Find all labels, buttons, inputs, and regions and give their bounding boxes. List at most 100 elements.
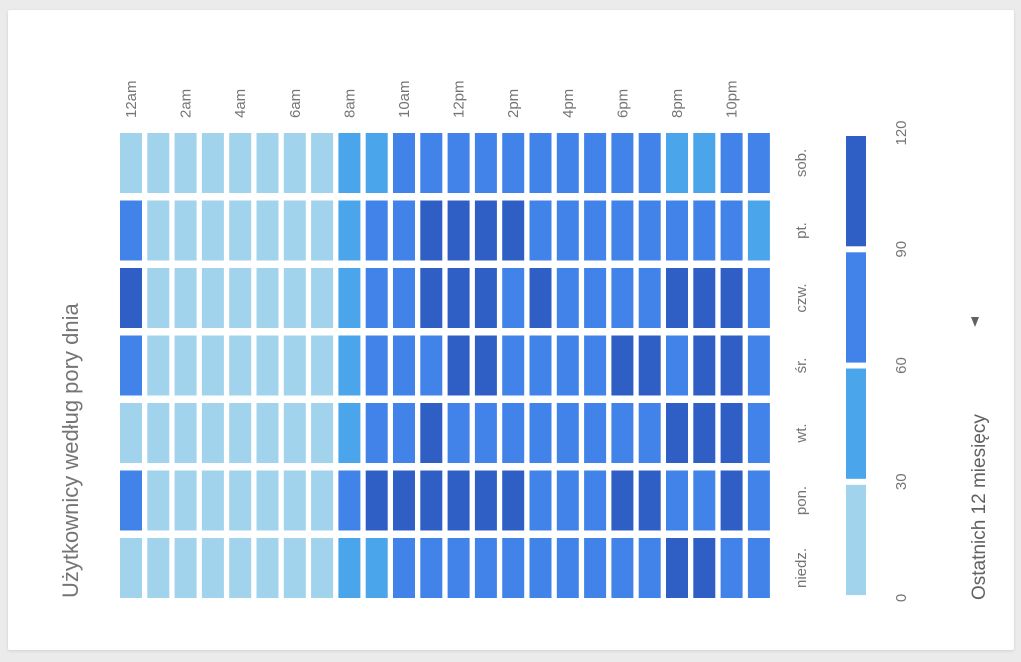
heatmap-cell[interactable] xyxy=(447,538,470,598)
heatmap-cell[interactable] xyxy=(256,538,279,598)
heatmap-cell[interactable] xyxy=(174,538,197,598)
heatmap-cell[interactable] xyxy=(666,470,688,531)
heatmap-cell[interactable] xyxy=(147,268,170,328)
heatmap-cell[interactable] xyxy=(447,403,470,463)
heatmap-cell[interactable] xyxy=(638,538,661,598)
heatmap-cell[interactable] xyxy=(420,133,443,193)
heatmap-cell[interactable] xyxy=(338,133,361,193)
heatmap-cell[interactable] xyxy=(201,538,224,598)
heatmap-cell[interactable] xyxy=(283,268,306,328)
heatmap-cell[interactable] xyxy=(556,335,579,396)
heatmap-cell[interactable] xyxy=(174,335,197,396)
heatmap-cell[interactable] xyxy=(529,133,552,193)
heatmap-cell[interactable] xyxy=(120,538,142,598)
heatmap-cell[interactable] xyxy=(720,403,743,463)
heatmap-cell[interactable] xyxy=(584,470,607,531)
heatmap-cell[interactable] xyxy=(556,133,579,193)
heatmap-cell[interactable] xyxy=(229,538,252,598)
heatmap-cell[interactable] xyxy=(447,470,470,531)
heatmap-cell[interactable] xyxy=(502,470,525,531)
heatmap-cell[interactable] xyxy=(283,133,306,193)
heatmap-cell[interactable] xyxy=(474,133,497,193)
heatmap-cell[interactable] xyxy=(556,200,579,261)
heatmap-cell[interactable] xyxy=(529,403,552,463)
heatmap-cell[interactable] xyxy=(311,200,334,261)
heatmap-cell[interactable] xyxy=(638,470,661,531)
heatmap-cell[interactable] xyxy=(174,470,197,531)
heatmap-cell[interactable] xyxy=(693,470,716,531)
heatmap-cell[interactable] xyxy=(393,538,415,598)
heatmap-cell[interactable] xyxy=(611,403,634,463)
heatmap-cell[interactable] xyxy=(365,403,388,463)
heatmap-cell[interactable] xyxy=(693,268,716,328)
heatmap-cell[interactable] xyxy=(666,268,688,328)
heatmap-cell[interactable] xyxy=(502,133,525,193)
heatmap-cell[interactable] xyxy=(229,268,252,328)
heatmap-cell[interactable] xyxy=(365,335,388,396)
heatmap-cell[interactable] xyxy=(147,200,170,261)
heatmap-cell[interactable] xyxy=(529,200,552,261)
heatmap-cell[interactable] xyxy=(638,133,661,193)
heatmap-cell[interactable] xyxy=(529,268,552,328)
heatmap-cell[interactable] xyxy=(365,268,388,328)
heatmap-cell[interactable] xyxy=(611,538,634,598)
heatmap-cell[interactable] xyxy=(720,200,743,261)
heatmap-cell[interactable] xyxy=(120,470,142,531)
heatmap-cell[interactable] xyxy=(338,335,361,396)
heatmap-cell[interactable] xyxy=(584,403,607,463)
heatmap-cell[interactable] xyxy=(747,200,770,261)
heatmap-cell[interactable] xyxy=(638,268,661,328)
heatmap-cell[interactable] xyxy=(201,470,224,531)
heatmap-cell[interactable] xyxy=(283,200,306,261)
heatmap-cell[interactable] xyxy=(420,268,443,328)
heatmap-cell[interactable] xyxy=(174,268,197,328)
heatmap-cell[interactable] xyxy=(365,470,388,531)
heatmap-cell[interactable] xyxy=(393,133,415,193)
heatmap-cell[interactable] xyxy=(474,268,497,328)
heatmap-cell[interactable] xyxy=(174,200,197,261)
heatmap-cell[interactable] xyxy=(611,133,634,193)
heatmap-cell[interactable] xyxy=(584,268,607,328)
heatmap-cell[interactable] xyxy=(229,133,252,193)
heatmap-cell[interactable] xyxy=(338,200,361,261)
heatmap-cell[interactable] xyxy=(556,470,579,531)
heatmap-cell[interactable] xyxy=(229,470,252,531)
heatmap-cell[interactable] xyxy=(447,335,470,396)
heatmap-cell[interactable] xyxy=(693,200,716,261)
heatmap-cell[interactable] xyxy=(420,200,443,261)
heatmap-cell[interactable] xyxy=(365,133,388,193)
heatmap-cell[interactable] xyxy=(611,268,634,328)
heatmap-cell[interactable] xyxy=(283,335,306,396)
heatmap-cell[interactable] xyxy=(747,268,770,328)
heatmap-cell[interactable] xyxy=(611,470,634,531)
heatmap-cell[interactable] xyxy=(611,335,634,396)
heatmap-cell[interactable] xyxy=(584,133,607,193)
heatmap-cell[interactable] xyxy=(393,403,415,463)
heatmap-cell[interactable] xyxy=(747,470,770,531)
heatmap-cell[interactable] xyxy=(365,538,388,598)
heatmap-cell[interactable] xyxy=(420,538,443,598)
heatmap-cell[interactable] xyxy=(420,470,443,531)
heatmap-cell[interactable] xyxy=(338,268,361,328)
heatmap-cell[interactable] xyxy=(338,470,361,531)
heatmap-cell[interactable] xyxy=(584,538,607,598)
heatmap-cell[interactable] xyxy=(174,133,197,193)
heatmap-cell[interactable] xyxy=(638,403,661,463)
heatmap-cell[interactable] xyxy=(120,403,142,463)
heatmap-cell[interactable] xyxy=(120,268,142,328)
heatmap-cell[interactable] xyxy=(447,200,470,261)
heatmap-cell[interactable] xyxy=(474,200,497,261)
heatmap-cell[interactable] xyxy=(256,133,279,193)
heatmap-cell[interactable] xyxy=(447,268,470,328)
heatmap-cell[interactable] xyxy=(147,335,170,396)
heatmap-cell[interactable] xyxy=(201,200,224,261)
heatmap-cell[interactable] xyxy=(747,538,770,598)
heatmap-cell[interactable] xyxy=(502,538,525,598)
heatmap-cell[interactable] xyxy=(420,335,443,396)
heatmap-cell[interactable] xyxy=(283,538,306,598)
heatmap-cell[interactable] xyxy=(393,335,415,396)
heatmap-cell[interactable] xyxy=(311,335,334,396)
heatmap-cell[interactable] xyxy=(720,268,743,328)
heatmap-cell[interactable] xyxy=(120,133,142,193)
heatmap-cell[interactable] xyxy=(393,200,415,261)
